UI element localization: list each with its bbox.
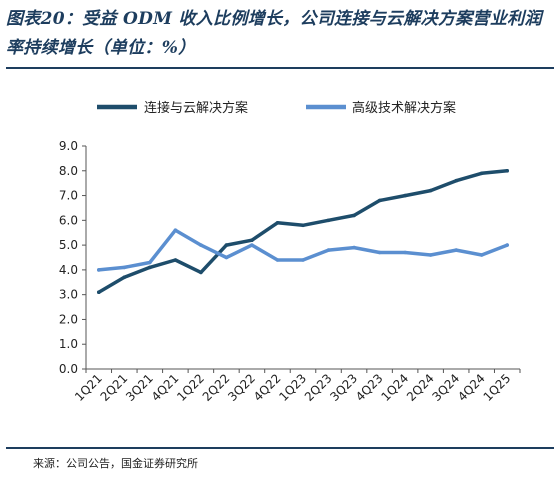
series-2-point [479, 253, 484, 257]
series-1-point [173, 258, 178, 262]
y-tick-label: 1.0 [59, 337, 78, 351]
series-1-point [479, 171, 484, 176]
series-2-point [199, 243, 203, 247]
figure-title: 图表20：受益 ODM 收入比例增长，公司连接与云解决方案营业利润率持续增长（单… [6, 9, 542, 58]
legend-label-series-1: 连接与云解决方案 [144, 100, 248, 116]
series-line-1 [97, 169, 509, 294]
series-2-point [173, 228, 178, 232]
x-tick-label: 3Q22 [225, 371, 258, 404]
chart-axes [85, 146, 520, 370]
series-2-point [505, 243, 510, 247]
x-tick-label: 2Q23 [302, 371, 335, 404]
line-chart: 连接与云解决方案 高级技术解决方案 1Q212Q213Q214Q211Q222Q… [59, 100, 521, 404]
x-tick-label: 4Q23 [353, 371, 386, 404]
x-tick-label: 3Q24 [430, 371, 463, 404]
series-2-point [275, 258, 280, 262]
series-2-point [301, 258, 305, 262]
x-tick-label: 1Q24 [378, 371, 411, 404]
series-2-point [250, 243, 254, 247]
x-tick-label: 2Q21 [98, 371, 131, 404]
series-1-point [377, 198, 382, 203]
x-tick-label: 1Q23 [276, 371, 309, 404]
series-1-point [275, 221, 280, 225]
series-1-point [301, 223, 305, 228]
series-2-point [122, 265, 127, 270]
series-2-point [326, 248, 331, 252]
series-2-point [454, 248, 459, 252]
series-1-point [97, 290, 101, 295]
x-tick-label: 2Q22 [200, 371, 233, 404]
series-1-point [250, 238, 254, 242]
x-tick-label: 3Q23 [327, 371, 360, 404]
series-2-point [352, 245, 356, 250]
series-2-point [224, 255, 229, 260]
series-1-point [199, 270, 203, 275]
series-2-point [377, 250, 382, 255]
series-1-point [122, 275, 127, 280]
y-tick-label: 2.0 [59, 312, 78, 326]
y-tick-label: 8.0 [59, 164, 78, 178]
y-tick-labels: 0.0 1.0 2.0 3.0 4.0 5.0 6.0 7.0 8.0 9.0 [59, 139, 86, 376]
series-2-point [428, 253, 433, 257]
bottom-divider [6, 447, 554, 449]
series-2-point [403, 250, 407, 255]
series-1-point [224, 243, 229, 247]
x-tick-label: 4Q22 [251, 371, 284, 404]
series-1-point [352, 213, 356, 218]
series-1-point [454, 178, 459, 183]
x-tick-label: 1Q25 [481, 371, 514, 404]
x-tick-label: 4Q21 [149, 371, 182, 404]
series-1-point [505, 169, 510, 173]
x-tick-label: 1Q22 [174, 371, 207, 404]
y-tick-label: 9.0 [59, 139, 78, 153]
series-1-point [148, 265, 152, 270]
y-tick-label: 5.0 [59, 238, 78, 252]
y-tick-label: 7.0 [59, 189, 78, 203]
x-tick-label: 4Q24 [455, 371, 488, 404]
chart-series [97, 169, 510, 295]
y-tick-label: 3.0 [59, 288, 78, 302]
series-2-point [97, 268, 101, 272]
source-note: 来源：公司公告，国金证券研究所 [33, 457, 198, 470]
x-tick-label: 3Q21 [123, 371, 156, 404]
top-divider [6, 67, 554, 69]
legend-label-series-2: 高级技术解决方案 [352, 100, 456, 116]
series-2-point [148, 260, 152, 265]
x-tick-label: 2Q24 [404, 371, 437, 404]
x-tick-label: 1Q21 [72, 371, 105, 404]
y-tick-label: 6.0 [59, 213, 78, 227]
y-tick-label: 4.0 [59, 263, 78, 277]
y-tick-label: 0.0 [59, 362, 78, 376]
chart-legend: 连接与云解决方案 高级技术解决方案 [97, 100, 456, 116]
series-1-point [403, 193, 407, 198]
series-1-point [428, 188, 433, 193]
series-1-point [326, 218, 331, 223]
x-tick-labels: 1Q212Q213Q214Q211Q222Q223Q224Q221Q232Q23… [72, 369, 521, 404]
